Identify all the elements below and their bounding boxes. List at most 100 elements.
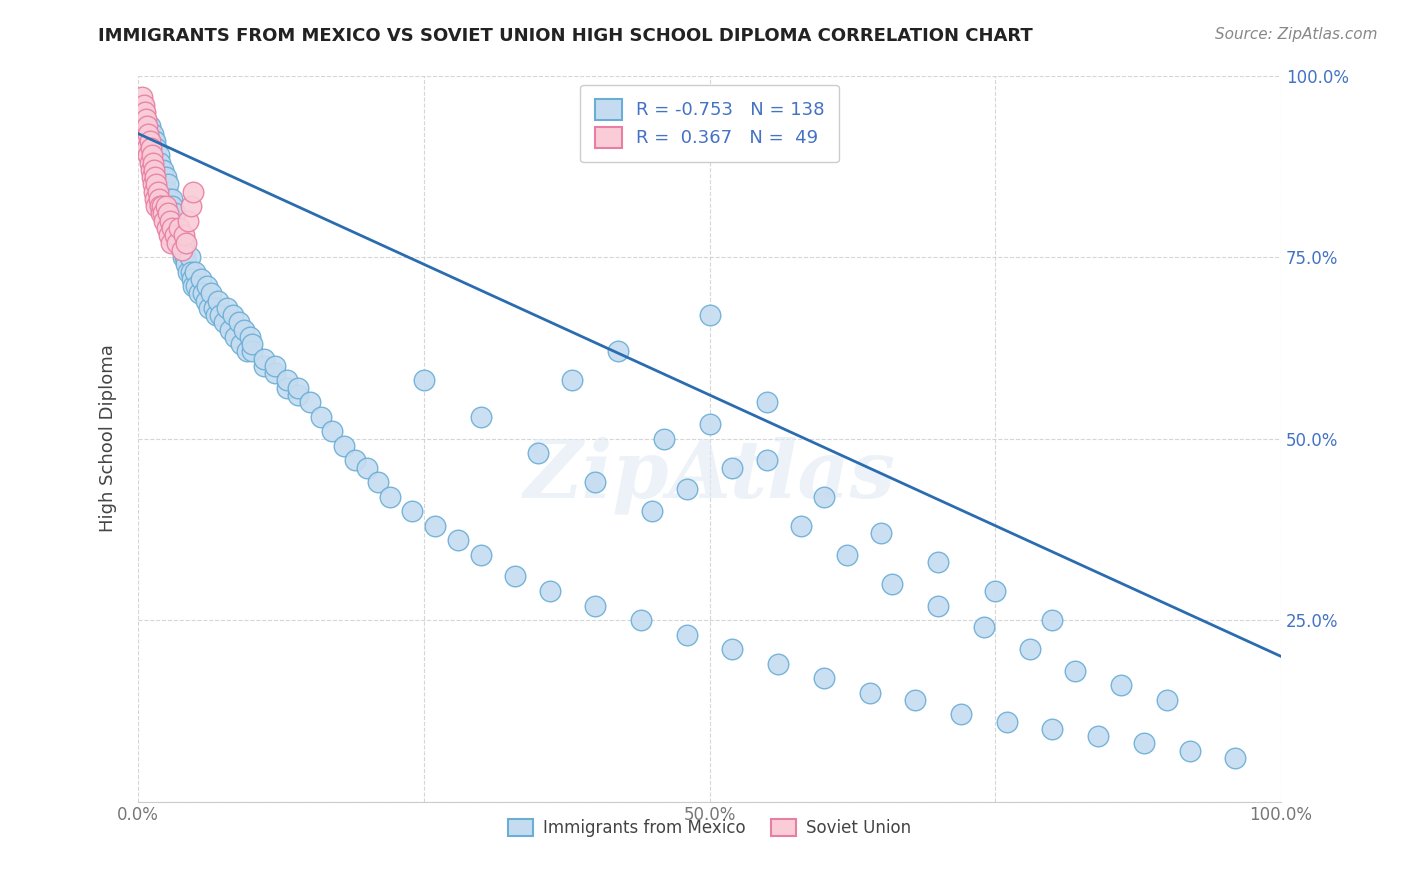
Point [583, 599, 606, 613]
Point [181, 279, 204, 293]
Point [236, 344, 259, 359]
Point [146, 185, 169, 199]
Point [149, 199, 172, 213]
Point [148, 162, 170, 177]
Point [401, 504, 423, 518]
Point [170, 243, 193, 257]
Point [143, 192, 166, 206]
Y-axis label: High School Diploma: High School Diploma [100, 344, 117, 533]
Point [447, 533, 470, 548]
Point [143, 170, 166, 185]
Point [321, 425, 343, 439]
Point [1156, 693, 1178, 707]
Point [1042, 613, 1064, 627]
Text: Source: ZipAtlas.com: Source: ZipAtlas.com [1215, 27, 1378, 42]
Point [253, 359, 276, 373]
Point [156, 206, 179, 220]
Point [356, 460, 378, 475]
Point [287, 381, 309, 395]
Point [927, 555, 949, 569]
Point [186, 279, 208, 293]
Point [169, 221, 191, 235]
Point [630, 613, 652, 627]
Point [159, 213, 181, 227]
Point [276, 381, 298, 395]
Point [134, 104, 156, 119]
Point [145, 178, 167, 192]
Point [1018, 642, 1040, 657]
Point [675, 627, 697, 641]
Point [160, 235, 183, 250]
Point [152, 170, 174, 185]
Point [177, 213, 200, 227]
Point [136, 120, 159, 134]
Point [166, 228, 188, 243]
Point [173, 235, 195, 250]
Point [995, 714, 1018, 729]
Point [412, 374, 434, 388]
Point [184, 264, 207, 278]
Point [157, 192, 180, 206]
Point [904, 693, 927, 707]
Point [675, 483, 697, 497]
Point [721, 460, 744, 475]
Point [152, 162, 174, 177]
Point [253, 351, 276, 366]
Point [152, 206, 174, 220]
Point [1064, 664, 1087, 678]
Point [162, 213, 184, 227]
Point [527, 446, 550, 460]
Point [858, 686, 880, 700]
Point [135, 134, 157, 148]
Point [173, 228, 195, 243]
Point [333, 439, 356, 453]
Point [141, 141, 163, 155]
Point [699, 417, 721, 431]
Point [229, 337, 252, 351]
Point [160, 206, 183, 220]
Point [138, 134, 160, 148]
Point [180, 199, 202, 213]
Point [150, 206, 173, 220]
Point [135, 112, 157, 127]
Point [755, 395, 778, 409]
Point [264, 366, 287, 380]
Point [156, 192, 179, 206]
Point [138, 148, 160, 162]
Point [174, 250, 197, 264]
Point [202, 301, 225, 315]
Point [139, 141, 162, 155]
Point [143, 185, 166, 199]
Point [132, 112, 155, 127]
Point [145, 141, 167, 155]
Point [228, 315, 250, 329]
Point [180, 272, 202, 286]
Point [155, 185, 177, 199]
Point [162, 192, 184, 206]
Point [212, 315, 235, 329]
Point [169, 221, 191, 235]
Legend: Immigrants from Mexico, Soviet Union: Immigrants from Mexico, Soviet Union [502, 813, 918, 844]
Point [136, 120, 159, 134]
Point [143, 162, 166, 177]
Point [813, 671, 835, 685]
Point [1178, 744, 1201, 758]
Point [143, 148, 166, 162]
Point [156, 185, 179, 199]
Text: IMMIGRANTS FROM MEXICO VS SOVIET UNION HIGH SCHOOL DIPLOMA CORRELATION CHART: IMMIGRANTS FROM MEXICO VS SOVIET UNION H… [98, 27, 1033, 45]
Point [344, 453, 367, 467]
Point [1109, 678, 1132, 692]
Point [207, 293, 229, 308]
Point [138, 134, 160, 148]
Point [166, 235, 188, 250]
Point [142, 127, 165, 141]
Point [156, 221, 179, 235]
Point [141, 170, 163, 185]
Point [287, 388, 309, 402]
Point [163, 228, 186, 243]
Point [143, 134, 166, 148]
Point [790, 518, 813, 533]
Point [309, 409, 332, 424]
Point [138, 127, 160, 141]
Point [505, 569, 527, 583]
